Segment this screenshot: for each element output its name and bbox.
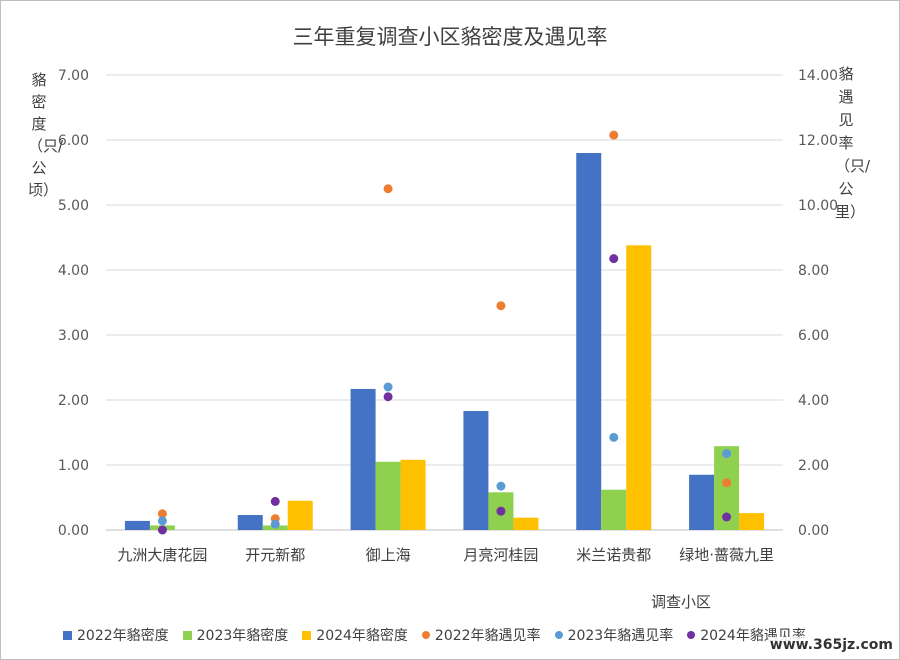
point [722,449,732,459]
point [609,254,619,264]
bar [513,517,539,530]
bar [463,411,489,530]
legend-label: 2023年貉密度 [196,628,289,644]
y-right-tick-label: 2.00 [798,458,829,474]
legend-marker [554,631,563,639]
y-right-tick-label: 8.00 [798,263,829,279]
point [722,512,732,522]
point [383,184,393,194]
legend-swatch [63,630,72,640]
point [157,516,167,526]
point [722,478,732,488]
y-left-tick-label: 3.00 [58,328,89,344]
x-tick-label: 绿地·蔷薇九里 [679,546,774,564]
point [383,382,393,392]
legend: 2022年貉密度 2023年貉密度 2024年貉密度 2022年貉遇见率 2023年貉遇… [63,625,820,645]
point [270,519,280,529]
y-right-tick-label: 4.00 [798,393,829,409]
y-left-tick-label: 7.00 [58,68,89,84]
bar [350,388,376,530]
legend-item: 2023年貉遇见率 [554,625,674,645]
legend-item: 2024年貉密度 [302,625,408,645]
x-axis-label: 调查小区 [651,593,712,611]
point [157,525,167,535]
x-tick-label: 米兰诺贵都 [576,546,651,564]
bar [689,474,715,530]
chart-title: 三年重复调查小区貉密度及遇见率 [292,25,608,49]
y-right-tick-label: 6.00 [798,328,829,344]
bar [739,513,765,530]
legend-label: 2022年貉遇见率 [434,628,541,644]
bar [400,459,426,530]
legend-item: 2022年貉遇见率 [421,625,541,645]
y-right-tick-label: 14.00 [798,68,838,84]
bar [287,500,313,530]
legend-label: 2023年貉遇见率 [567,628,674,644]
point [383,392,393,402]
point [496,481,506,491]
x-tick-label: 开元新都 [245,546,305,564]
y-right-tick-label: 12.00 [798,133,838,149]
bar [601,489,627,530]
y-left-tick-label: 2.00 [58,393,89,409]
y-left-tick-label: 5.00 [58,198,89,214]
x-tick-label: 九洲大唐花园 [117,546,207,564]
legend-marker [421,631,430,639]
point [157,509,167,519]
legend-marker [687,631,696,639]
bar [375,461,401,530]
point [496,301,506,311]
bar [237,515,263,530]
y-right-tick-label: 10.00 [798,198,838,214]
x-tick-label: 月亮河桂园 [463,546,538,564]
y-left-tick-label: 6.00 [58,133,89,149]
watermark: www.365jz.com [767,637,895,653]
bar [124,520,150,530]
legend-swatch [182,630,192,640]
y-left-tick-label: 4.00 [58,263,89,279]
point [609,432,619,442]
legend-swatch [302,630,312,640]
y-right-tick-label: 0.00 [798,523,829,539]
legend-item: 2022年貉密度 [63,625,169,645]
y-left-tick-label: 1.00 [58,458,89,474]
legend-label: 2024年貉密度 [316,628,408,644]
point [270,496,280,506]
bar [626,245,652,531]
y-left-tick-label: 0.00 [58,523,89,539]
legend-item: 2023年貉密度 [182,625,289,645]
bar [576,153,602,530]
point [496,506,506,516]
point [609,130,619,140]
legend-label: 2022年貉密度 [77,628,169,644]
x-tick-label: 御上海 [366,546,411,564]
